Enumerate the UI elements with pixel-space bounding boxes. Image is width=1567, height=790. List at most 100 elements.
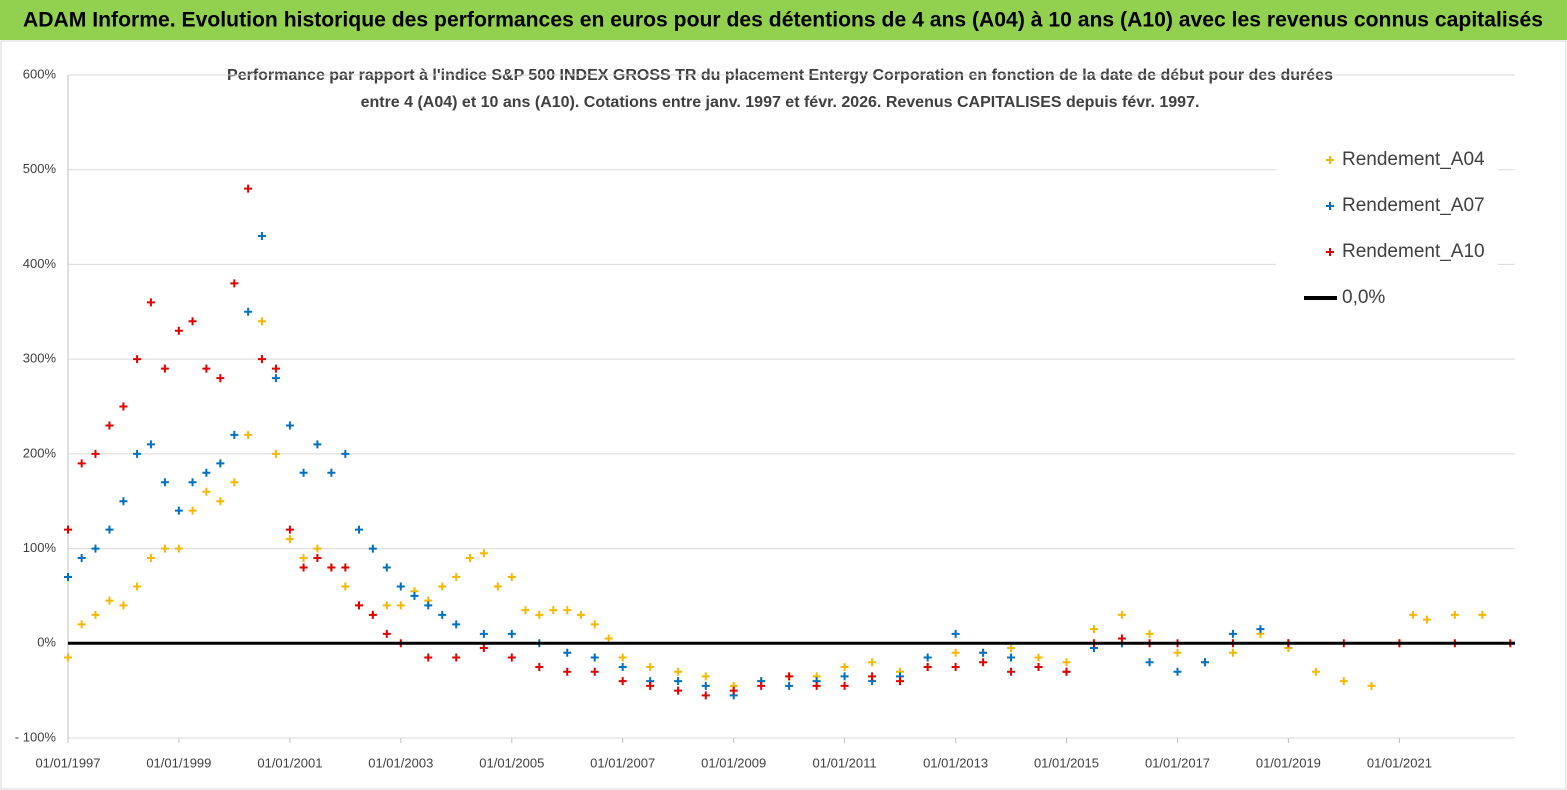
y-tick-label: 100% <box>23 540 57 555</box>
point <box>840 672 849 681</box>
y-tick-label: 0% <box>37 635 56 650</box>
point <box>535 662 544 671</box>
point <box>438 582 447 591</box>
point <box>313 554 322 563</box>
point <box>646 662 655 671</box>
point <box>590 667 599 676</box>
point <box>396 601 405 610</box>
point <box>549 606 558 615</box>
point <box>701 681 710 690</box>
point <box>133 449 142 458</box>
point <box>91 449 100 458</box>
point <box>230 478 239 487</box>
plot <box>64 184 1515 700</box>
point <box>563 648 572 657</box>
legend-swatch <box>1326 156 1334 164</box>
x-tick-label: 01/01/2003 <box>368 755 433 770</box>
point <box>1145 629 1154 638</box>
x-tick-label: 01/01/2021 <box>1367 755 1432 770</box>
x-tick-label: 01/01/2007 <box>590 755 655 770</box>
point <box>507 653 516 662</box>
point <box>257 232 266 241</box>
point <box>188 317 197 326</box>
point <box>840 681 849 690</box>
x-tick-label: 01/01/2019 <box>1256 755 1321 770</box>
point <box>1422 615 1431 624</box>
point <box>1007 644 1016 653</box>
point <box>452 572 461 581</box>
point <box>896 677 905 686</box>
point <box>368 610 377 619</box>
point <box>951 648 960 657</box>
point <box>438 610 447 619</box>
point <box>216 497 225 506</box>
x-tick-label: 01/01/1999 <box>146 755 211 770</box>
point <box>1034 662 1043 671</box>
point <box>202 487 211 496</box>
point <box>341 563 350 572</box>
point <box>230 279 239 288</box>
legend-box <box>1276 127 1498 317</box>
point <box>507 572 516 581</box>
point <box>355 525 364 534</box>
point <box>64 653 72 662</box>
point <box>244 184 253 193</box>
point <box>479 644 488 653</box>
point <box>1173 648 1182 657</box>
point <box>979 658 988 667</box>
point <box>146 440 155 449</box>
y-tick-label: 400% <box>23 256 57 271</box>
point <box>576 610 585 619</box>
y-tick-label: 500% <box>23 161 57 176</box>
legend-swatch <box>1326 202 1334 210</box>
point <box>1173 667 1182 676</box>
point <box>1450 610 1459 619</box>
point <box>701 691 710 700</box>
point <box>535 610 544 619</box>
point <box>216 459 225 468</box>
point <box>299 563 308 572</box>
point <box>410 591 419 600</box>
y-tick-label: - 100% <box>15 729 57 744</box>
point <box>1367 681 1376 690</box>
point <box>285 421 294 430</box>
legend-label: 0,0% <box>1342 287 1385 308</box>
point <box>424 653 433 662</box>
legend-label: Rendement_A04 <box>1342 149 1485 170</box>
point <box>133 355 142 364</box>
point <box>91 544 100 553</box>
point <box>271 364 280 373</box>
point <box>868 658 877 667</box>
header-title: ADAM Informe. Evolution historique des p… <box>23 9 1543 32</box>
point <box>77 459 86 468</box>
legend-swatch <box>1326 248 1334 256</box>
point <box>618 662 627 671</box>
point <box>77 554 86 563</box>
point <box>785 681 794 690</box>
x-tick-label: 01/01/2001 <box>257 755 322 770</box>
point <box>174 544 183 553</box>
point <box>146 554 155 563</box>
point <box>1062 667 1071 676</box>
header-bar <box>0 0 1567 40</box>
point <box>327 468 336 477</box>
x-tick-label: 01/01/2009 <box>701 755 766 770</box>
point <box>174 506 183 515</box>
point <box>1034 653 1043 662</box>
point <box>618 677 627 686</box>
point <box>1007 653 1016 662</box>
point <box>313 440 322 449</box>
point <box>216 374 225 383</box>
point <box>424 601 433 610</box>
point <box>327 563 336 572</box>
x-tick-label: 01/01/2017 <box>1145 755 1210 770</box>
point <box>244 307 253 316</box>
point <box>271 374 280 383</box>
point <box>674 686 683 695</box>
point <box>355 601 364 610</box>
point <box>563 667 572 676</box>
point <box>202 364 211 373</box>
point <box>674 677 683 686</box>
point <box>1007 667 1016 676</box>
point <box>604 634 613 643</box>
